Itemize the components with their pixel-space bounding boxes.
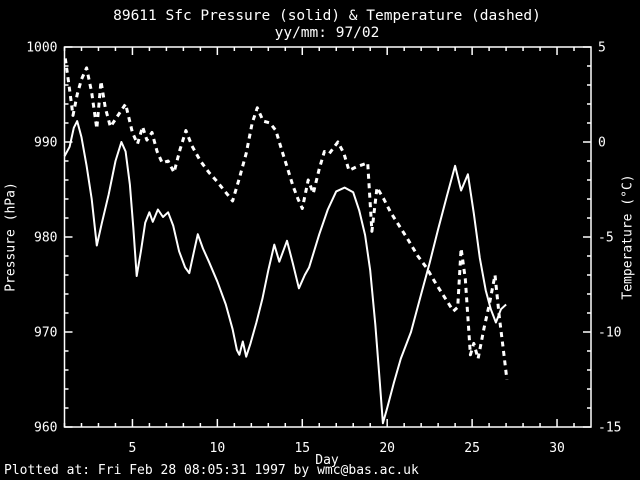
y-left-tick-label: 1000 [26, 41, 57, 56]
x-tick-label: 30 [549, 441, 565, 456]
chart-subtitle: yy/mm: 97/02 [274, 25, 380, 41]
y-right-tick-label: -15 [598, 421, 621, 436]
x-tick-label: 20 [379, 441, 395, 456]
x-tick-label: 25 [464, 441, 480, 456]
x-axis-label: Day [315, 453, 339, 468]
x-tick-label: 10 [210, 441, 226, 456]
y-right-tick-label: 5 [598, 41, 606, 56]
y-axis-label-right: Temperature (°C) [620, 174, 636, 300]
y-right-tick-label: -5 [598, 231, 614, 246]
y-left-tick-label: 970 [34, 326, 57, 341]
x-tick-label: 5 [129, 441, 137, 456]
y-left-tick-label: 960 [34, 421, 57, 436]
y-left-tick-label: 990 [34, 136, 57, 151]
y-left-tick-label: 980 [34, 231, 57, 246]
x-tick-label: 15 [294, 441, 310, 456]
chart-title: 89611 Sfc Pressure (solid) & Temperature… [113, 8, 541, 24]
y-axis-label-left: Pressure (hPa) [3, 182, 19, 292]
plot-footer: Plotted at: Fri Feb 28 08:05:31 1997 by … [4, 463, 419, 478]
y-right-tick-label: -10 [598, 326, 621, 341]
temperature-line [63, 58, 509, 380]
pressure-line [63, 120, 507, 425]
y-right-tick-label: 0 [598, 136, 606, 151]
